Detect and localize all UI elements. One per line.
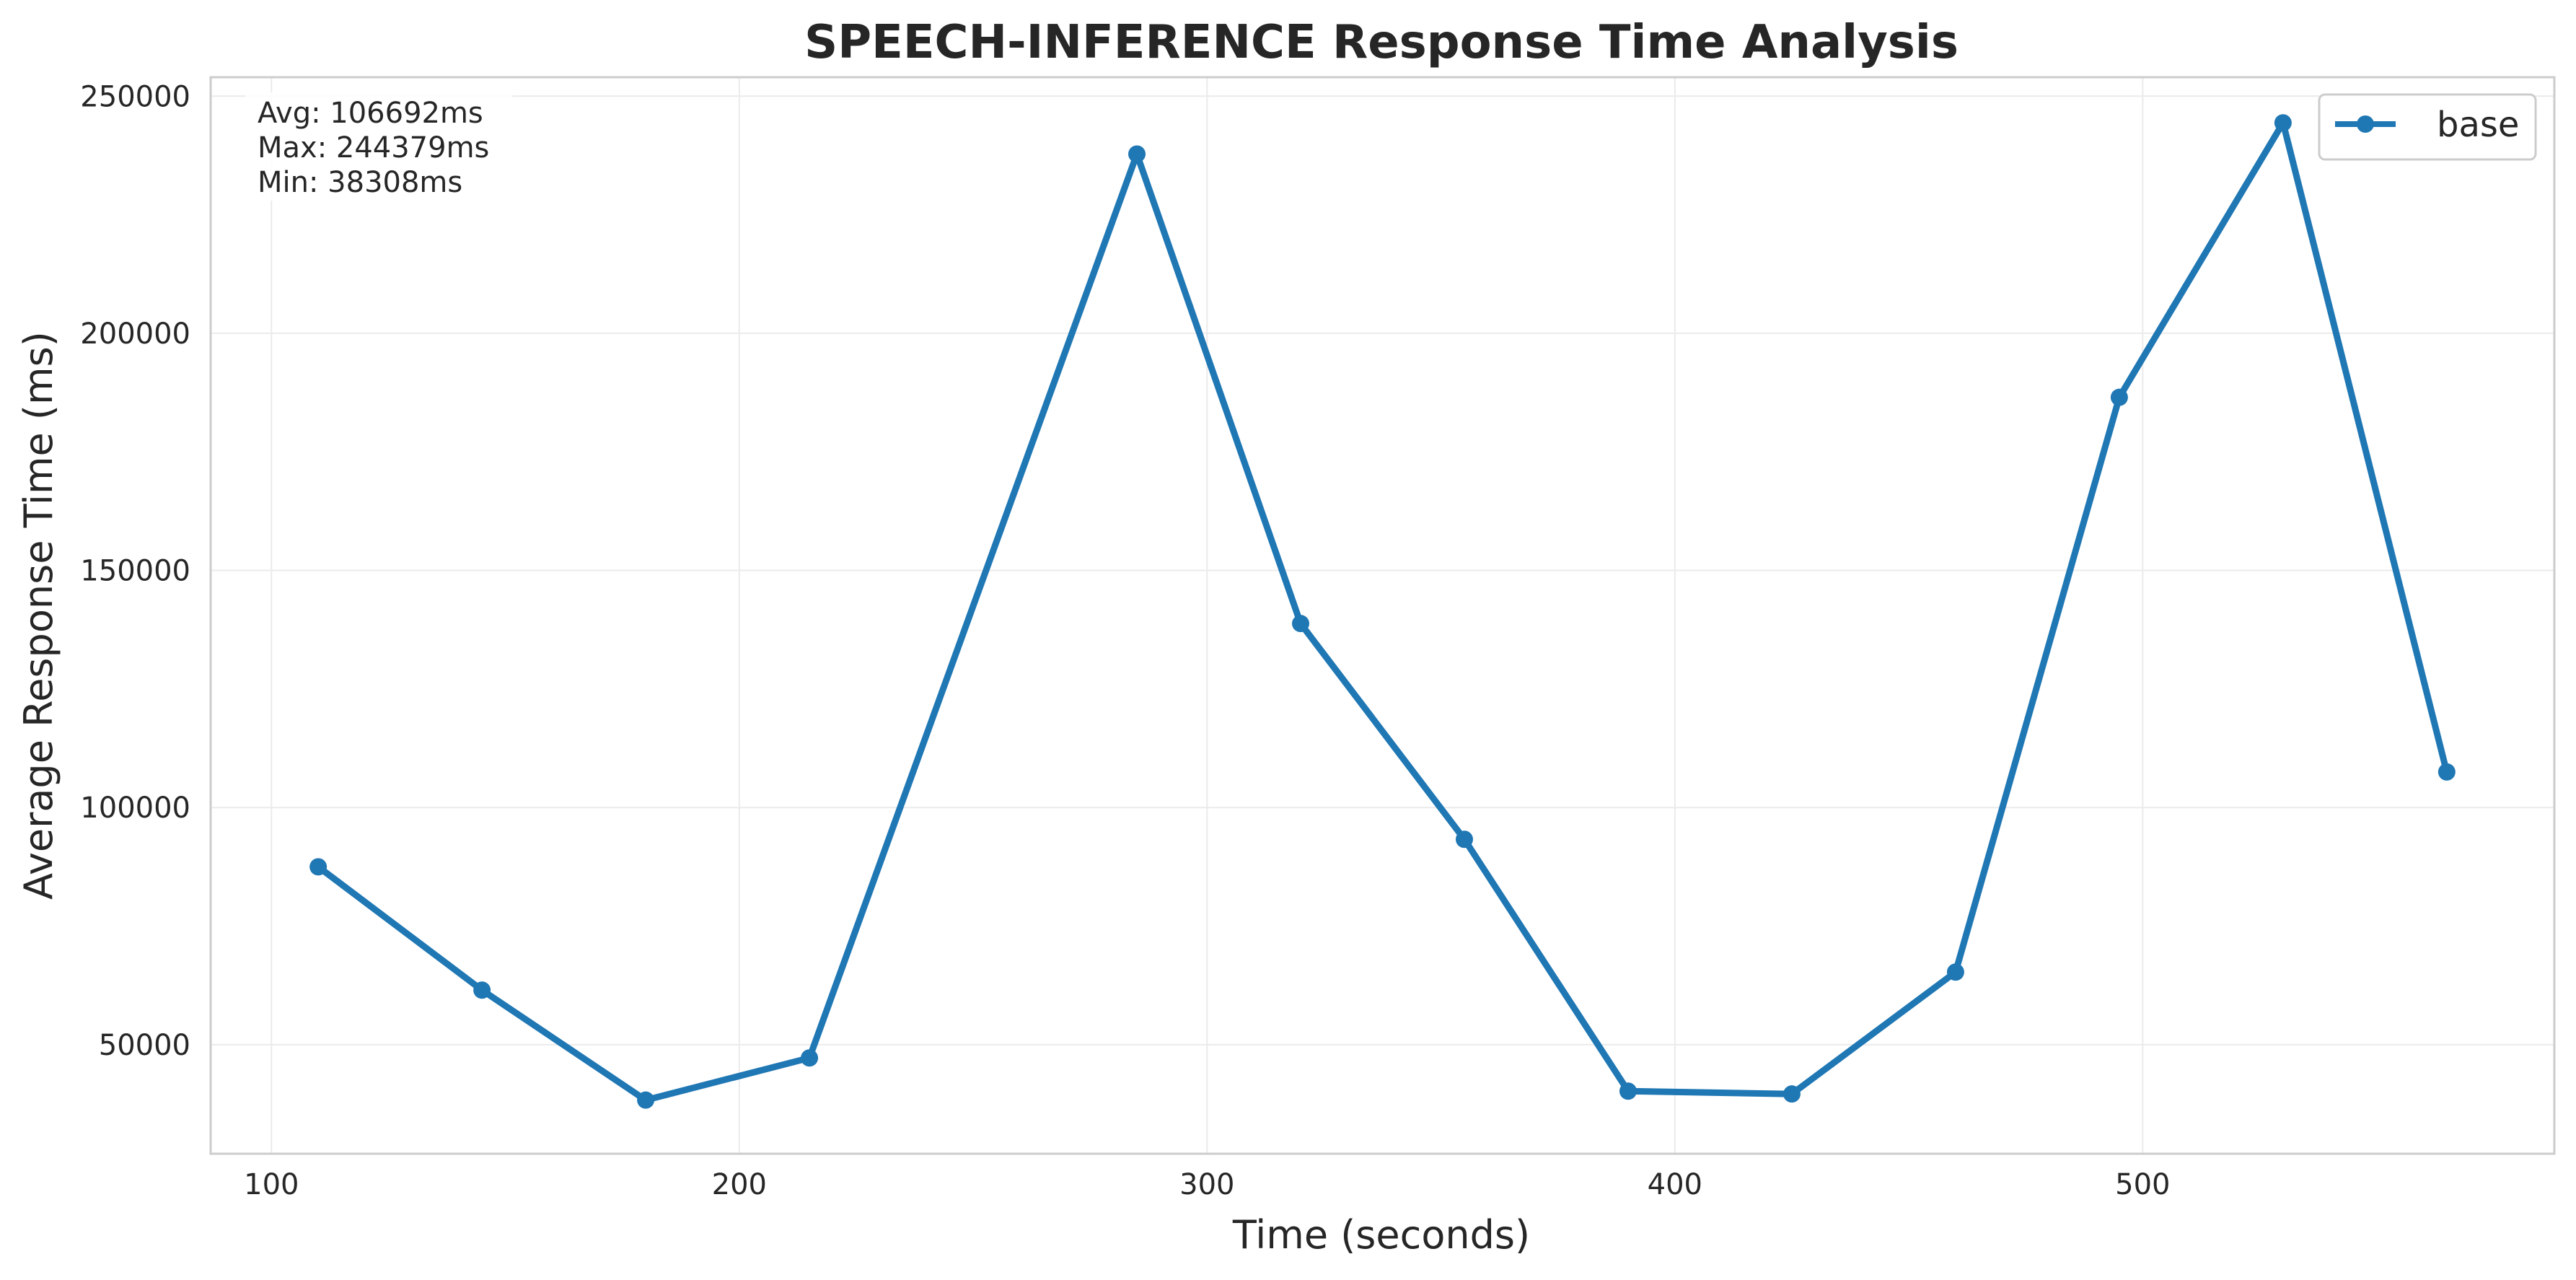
data-point-base-4 (1128, 145, 1146, 163)
x-tick-label-300: 300 (1179, 1168, 1234, 1201)
y-tick-label-200000: 200000 (80, 317, 190, 351)
stats-box-background (245, 92, 512, 201)
legend-marker-swatch (2357, 115, 2374, 133)
data-point-base-3 (801, 1049, 819, 1067)
x-tick-label-200: 200 (712, 1168, 767, 1201)
data-point-base-11 (2274, 114, 2292, 132)
legend: base (2318, 93, 2537, 161)
legend-label-base: base (2437, 105, 2519, 145)
data-point-base-1 (473, 981, 491, 999)
data-point-base-6 (1455, 830, 1473, 849)
x-tick-label-500: 500 (2115, 1168, 2170, 1201)
x-axis-label: Time (seconds) (1232, 1212, 1530, 1258)
plot-frame (209, 76, 2556, 1155)
y-tick-label-150000: 150000 (80, 555, 190, 588)
grid-lines (211, 77, 2554, 1154)
data-point-base-0 (309, 858, 328, 876)
data-point-base-12 (2437, 763, 2456, 781)
data-point-base-2 (637, 1091, 655, 1109)
stats-max: Max: 244379ms (258, 131, 489, 165)
series-layer (309, 114, 2456, 1109)
y-axis-label: Average Response Time (ms) (16, 331, 61, 900)
stats-avg: Avg: 106692ms (258, 97, 483, 130)
data-point-base-5 (1292, 615, 1310, 633)
stats-box: Avg: 106692ms Max: 244379ms Min: 38308ms (245, 92, 512, 201)
data-point-base-10 (2110, 388, 2128, 406)
chart-title: SPEECH-INFERENCE Response Time Analysis (804, 16, 1959, 69)
x-tick-label-400: 400 (1648, 1168, 1702, 1201)
data-point-base-8 (1782, 1085, 1801, 1103)
y-tick-label-100000: 100000 (80, 792, 190, 825)
y-tick-label-50000: 50000 (99, 1029, 190, 1062)
legend-frame (2318, 93, 2537, 161)
y-tick-label-250000: 250000 (80, 80, 190, 113)
stats-min: Min: 38308ms (258, 166, 462, 199)
x-axis-ticks: 100 200 300 400 500 (244, 1168, 2170, 1201)
data-point-base-9 (1946, 963, 1964, 981)
y-axis-ticks: 50000 100000 150000 200000 250000 (80, 80, 190, 1062)
data-point-base-7 (1619, 1082, 1637, 1100)
x-tick-label-100: 100 (244, 1168, 299, 1201)
